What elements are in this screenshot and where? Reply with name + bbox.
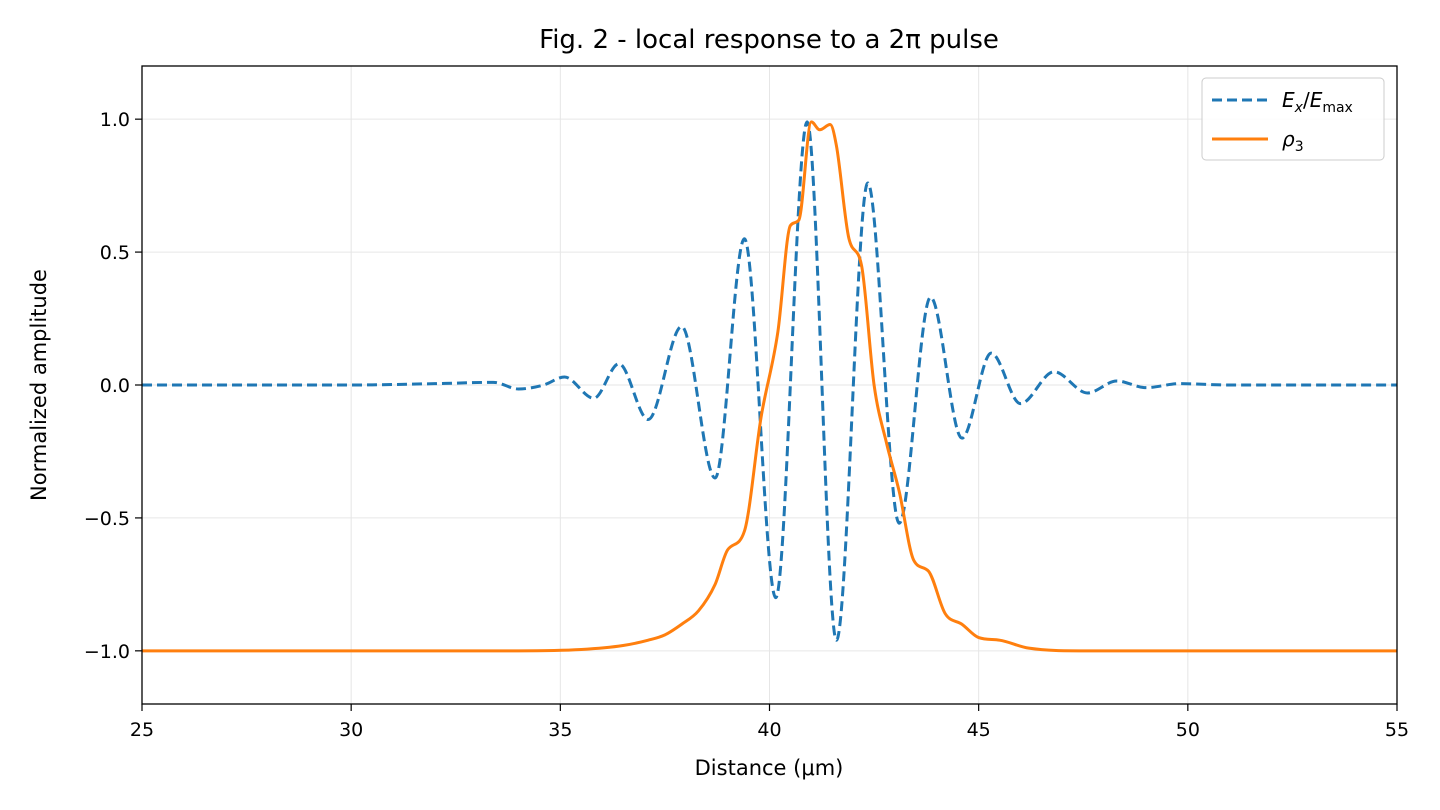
chart-title: Fig. 2 - local response to a 2π pulse: [539, 25, 999, 55]
y-tick-label: 0.0: [100, 375, 130, 397]
y-tick-label: 0.5: [100, 242, 130, 264]
x-tick-label: 25: [130, 719, 154, 741]
legend: Ex/Emax ρ3: [1201, 77, 1385, 161]
plot-area: [142, 120, 1397, 653]
x-tick-label: 40: [757, 719, 781, 741]
x-axis-ticks: 25 30 35 40 45 50 55: [130, 704, 1409, 741]
x-tick-label: 35: [548, 719, 572, 741]
x-tick-label: 45: [967, 719, 991, 741]
y-tick-label: −0.5: [84, 508, 130, 530]
y-axis-ticks: 1.0 0.5 0.0 −0.5 −1.0: [84, 109, 142, 663]
x-tick-label: 55: [1385, 719, 1409, 741]
x-axis-label: Distance (μm): [695, 756, 844, 780]
legend-label-rho: ρ3: [1282, 127, 1304, 155]
y-tick-label: 1.0: [100, 109, 130, 131]
y-axis-label: Normalized amplitude: [27, 269, 51, 501]
y-tick-label: −1.0: [84, 641, 130, 663]
legend-label-ex: Ex/Emax: [1282, 88, 1353, 116]
series-line-1: [142, 120, 1397, 653]
x-tick-label: 30: [339, 719, 363, 741]
series-line-0: [142, 120, 1397, 642]
x-tick-label: 50: [1176, 719, 1200, 741]
